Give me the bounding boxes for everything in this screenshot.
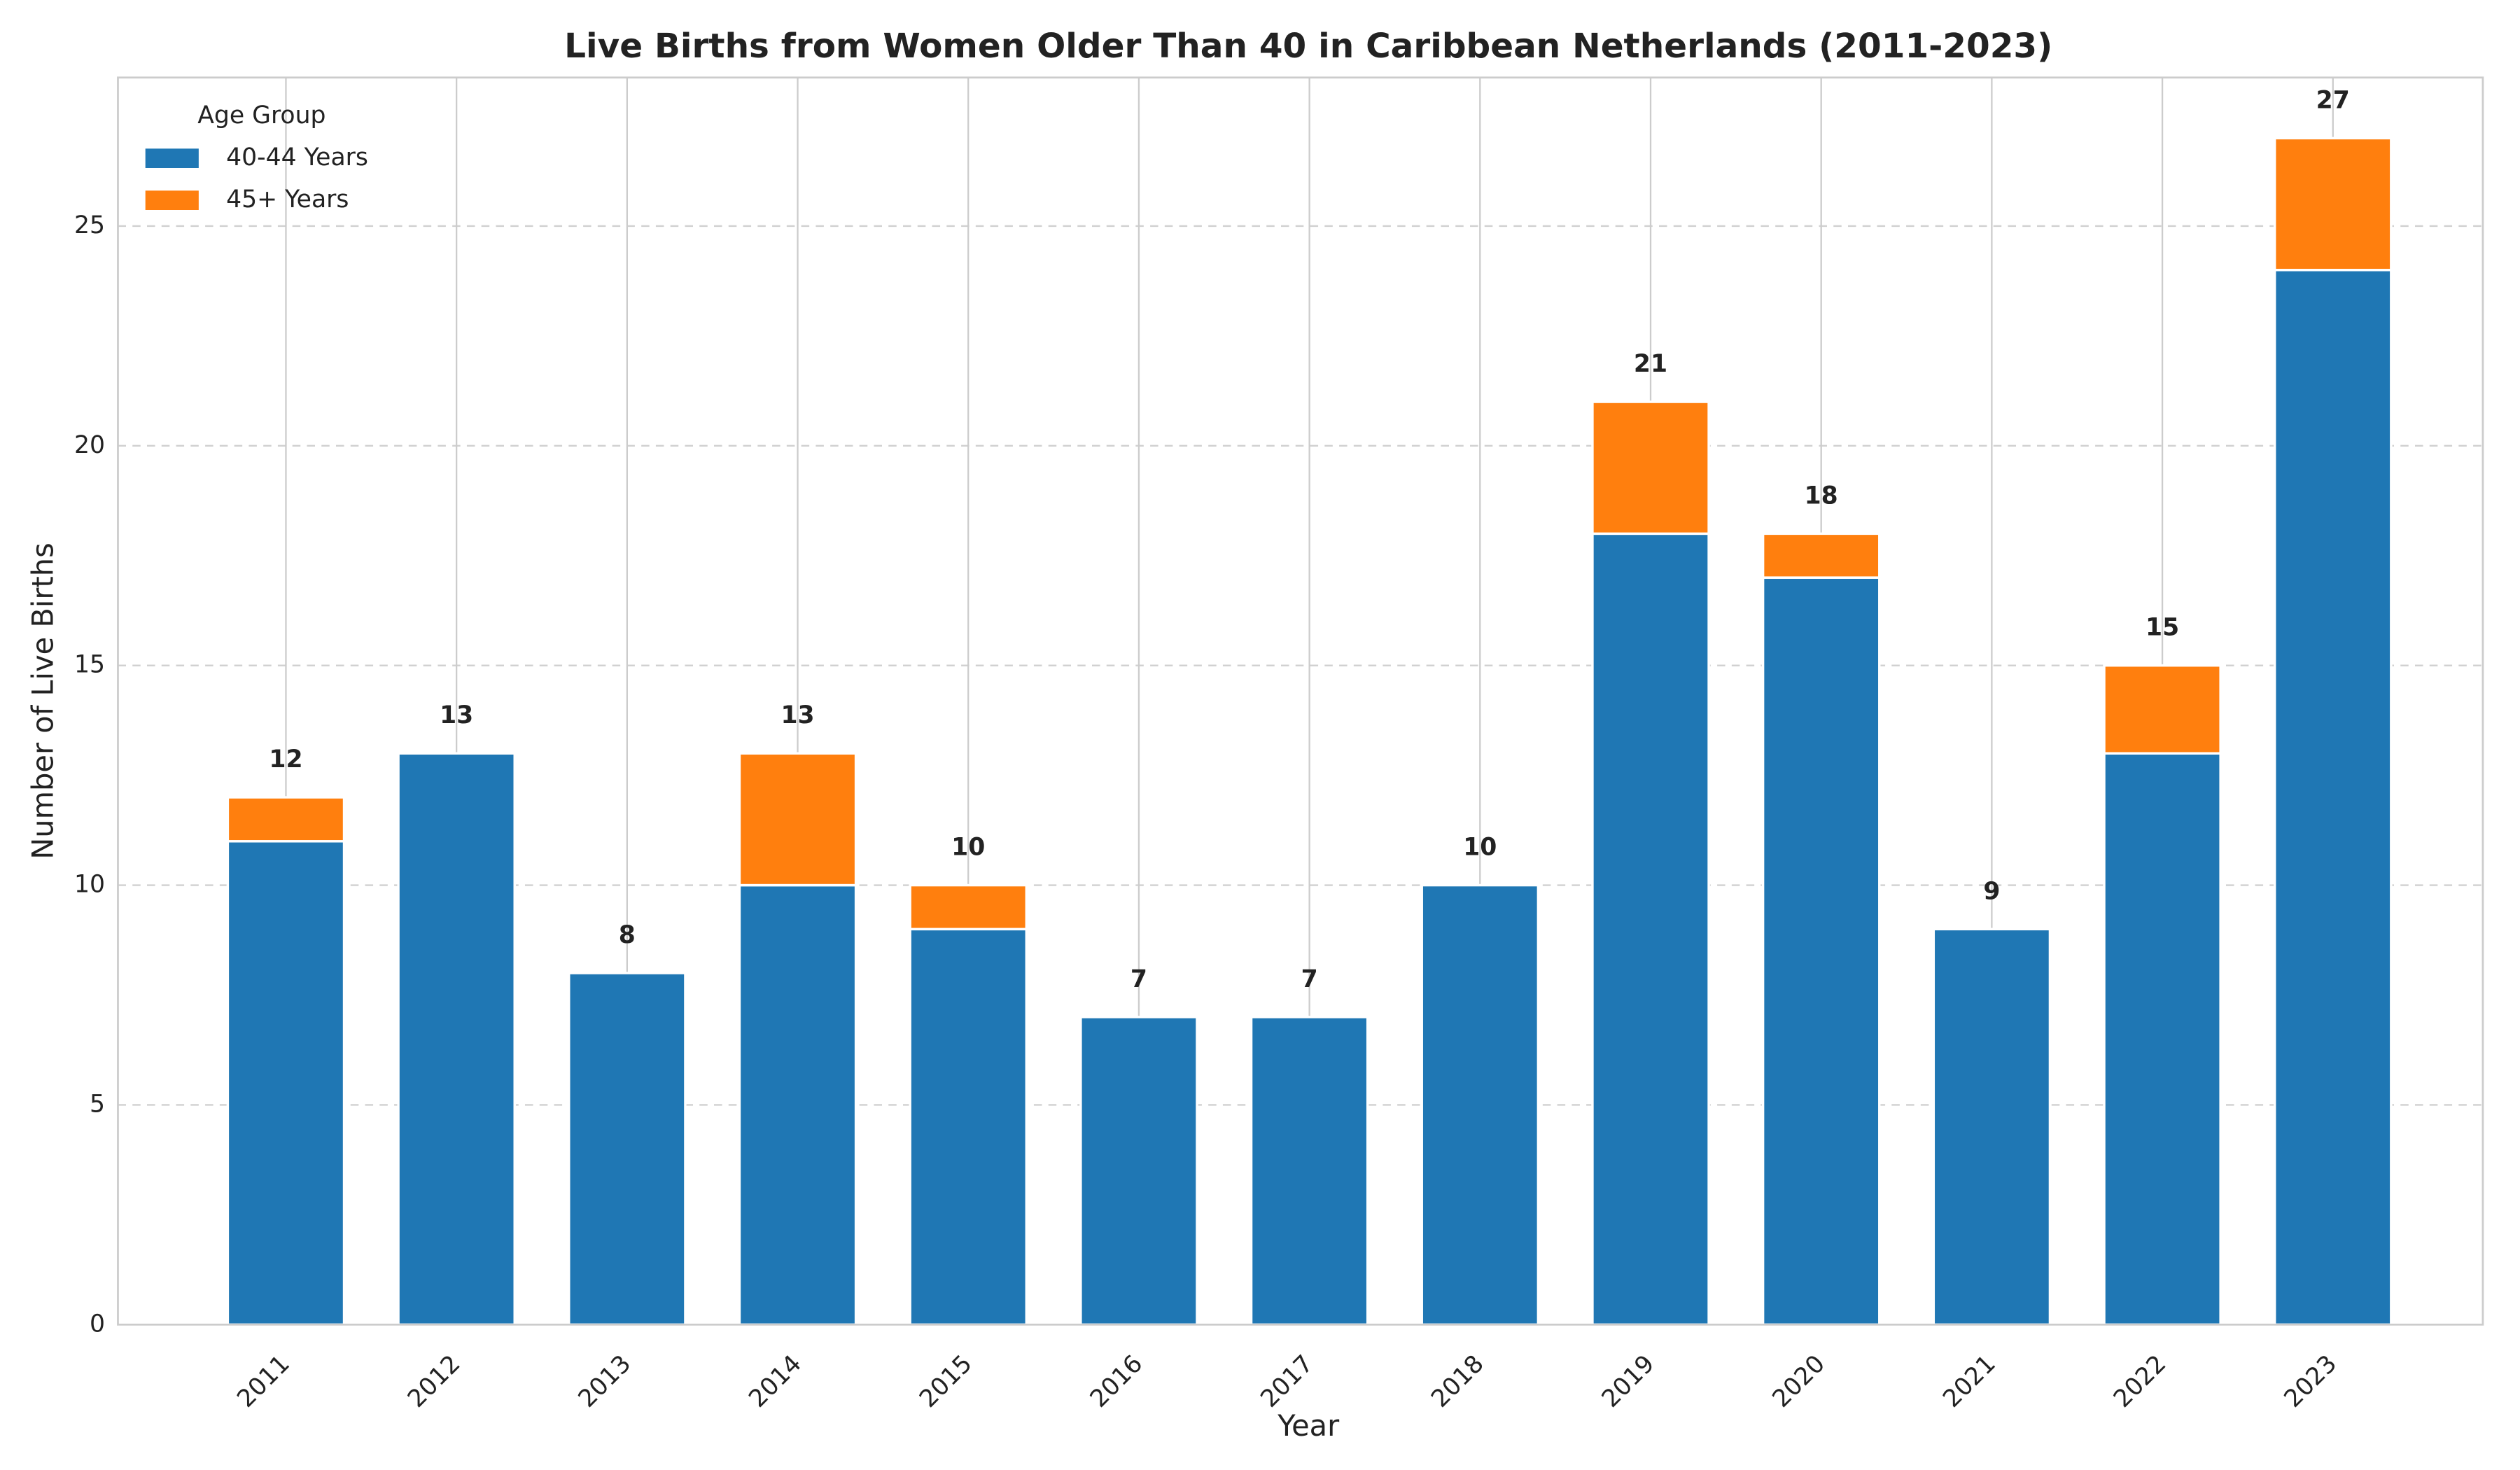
bar-segment [1250, 1016, 1369, 1326]
total-label: 7 [1301, 965, 1318, 993]
total-label: 9 [1983, 877, 2000, 905]
x-axis-label: Year [1277, 1408, 1340, 1443]
total-label: 18 [1805, 482, 1838, 510]
bar-segment [226, 840, 346, 1326]
bar-segment [2103, 664, 2222, 755]
legend-swatch [145, 190, 199, 210]
chart-title: Live Births from Women Older Than 40 in … [564, 27, 2052, 66]
total-label: 10 [951, 833, 985, 861]
y-tick-label: 15 [74, 651, 105, 679]
bar-segment [1591, 532, 1710, 1326]
bar-segment [226, 796, 346, 843]
total-label: 10 [1463, 833, 1497, 861]
legend-label: 45+ Years [226, 186, 349, 214]
y-axis-label: Number of Live Births [26, 542, 60, 859]
y-tick-label: 25 [74, 211, 105, 239]
y-tick-label: 20 [74, 431, 105, 459]
total-label: 13 [440, 701, 473, 729]
bar-segment [397, 752, 516, 1326]
bar-segment [738, 752, 858, 887]
bar-segment [1079, 1016, 1198, 1326]
bar-segment [909, 883, 1028, 931]
plot-frame [117, 76, 2484, 1326]
total-label: 13 [780, 701, 814, 729]
bar-segment [1761, 532, 1881, 579]
y-tick-label: 5 [90, 1090, 105, 1118]
bar-segment [738, 883, 858, 1326]
bar-segment [1591, 400, 1710, 536]
y-tick-label: 0 [90, 1310, 105, 1338]
total-label: 27 [2316, 86, 2350, 114]
total-label: 21 [1634, 350, 1667, 378]
bar-segment [1761, 576, 1881, 1326]
bar-segment [1932, 927, 2052, 1326]
total-label: 8 [619, 921, 636, 949]
total-label: 15 [2146, 614, 2179, 642]
legend-title: Age Group [197, 102, 326, 130]
legend-swatch [145, 148, 199, 168]
total-label: 7 [1130, 965, 1147, 993]
bar-segment [2273, 136, 2393, 272]
bar-segment [1420, 883, 1540, 1326]
bar-segment [568, 972, 687, 1326]
legend-label: 40-44 Years [226, 144, 368, 172]
bar-segment [2103, 752, 2222, 1326]
bar-segment [2273, 268, 2393, 1326]
total-label: 12 [269, 746, 302, 774]
bar-segment [909, 927, 1028, 1326]
y-tick-label: 10 [74, 871, 105, 899]
